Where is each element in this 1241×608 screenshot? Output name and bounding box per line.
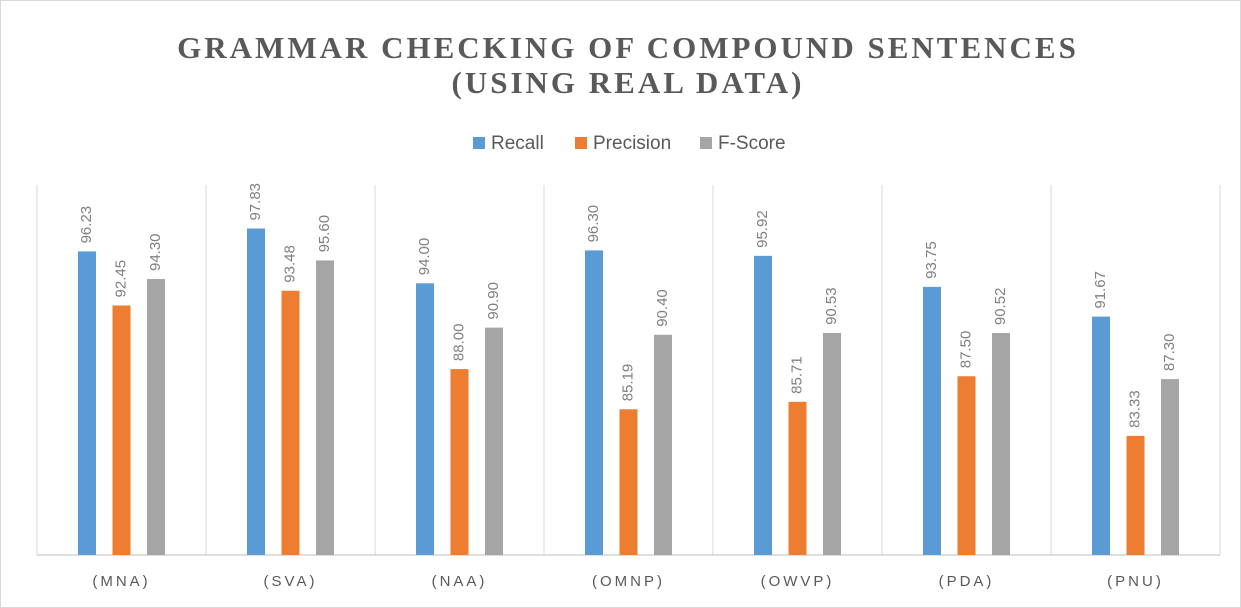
chart-title: GRAMMAR CHECKING OF COMPOUND SENTENCES	[177, 30, 1079, 65]
data-label: 87.50	[957, 331, 974, 369]
bar	[1092, 316, 1110, 555]
chart-title: (USING REAL DATA)	[452, 65, 805, 100]
data-label: 96.30	[585, 205, 602, 243]
x-tick-label: (MNA)	[92, 573, 150, 590]
x-tick-label: (NAA)	[432, 573, 488, 590]
x-tick-label: (OWVP)	[761, 573, 835, 590]
bar	[147, 279, 165, 555]
bar	[823, 332, 841, 555]
bar	[485, 327, 503, 555]
bar	[78, 251, 96, 555]
data-label: 83.33	[1126, 390, 1143, 428]
data-label: 90.53	[823, 287, 840, 325]
data-label: 94.30	[147, 233, 164, 271]
legend-swatch	[473, 137, 485, 149]
bar	[585, 250, 603, 555]
bar	[450, 369, 469, 555]
bar	[112, 305, 131, 555]
data-label: 97.83	[247, 183, 264, 221]
data-label: 96.23	[78, 206, 95, 244]
bar	[754, 255, 772, 555]
bar	[957, 376, 976, 555]
data-label: 93.75	[923, 241, 940, 279]
bar	[923, 286, 941, 555]
data-label: 87.30	[1161, 334, 1178, 372]
data-label: 93.48	[281, 245, 298, 283]
data-label: 85.19	[619, 364, 636, 402]
bar	[316, 260, 334, 555]
bar	[619, 409, 638, 555]
legend-label: Precision	[593, 133, 671, 154]
x-tick-label: (PNU)	[1107, 573, 1164, 590]
data-label: 91.67	[1092, 271, 1109, 309]
x-tick-label: (PDA)	[939, 573, 995, 590]
bar	[992, 333, 1010, 555]
data-label: 85.71	[788, 356, 805, 394]
legend-swatch	[575, 137, 587, 149]
x-tick-label: (SVA)	[264, 573, 318, 590]
x-tick-label: (OMNP)	[592, 573, 665, 590]
data-label: 90.52	[992, 288, 1009, 326]
bar	[1161, 379, 1179, 555]
data-label: 88.00	[450, 324, 467, 362]
data-label: 90.90	[485, 282, 502, 320]
data-label: 95.92	[754, 210, 771, 248]
bar	[416, 283, 434, 555]
bar	[247, 228, 265, 555]
bar	[654, 334, 672, 555]
data-label: 94.00	[416, 238, 433, 276]
legend-swatch	[700, 137, 712, 149]
legend-label: F-Score	[718, 133, 786, 154]
data-label: 90.40	[654, 289, 671, 327]
data-label: 95.60	[316, 215, 333, 253]
legend-label: Recall	[491, 133, 544, 154]
bar	[788, 401, 807, 555]
bar	[1126, 435, 1145, 555]
data-label: 92.45	[112, 260, 129, 298]
bar	[281, 290, 300, 555]
